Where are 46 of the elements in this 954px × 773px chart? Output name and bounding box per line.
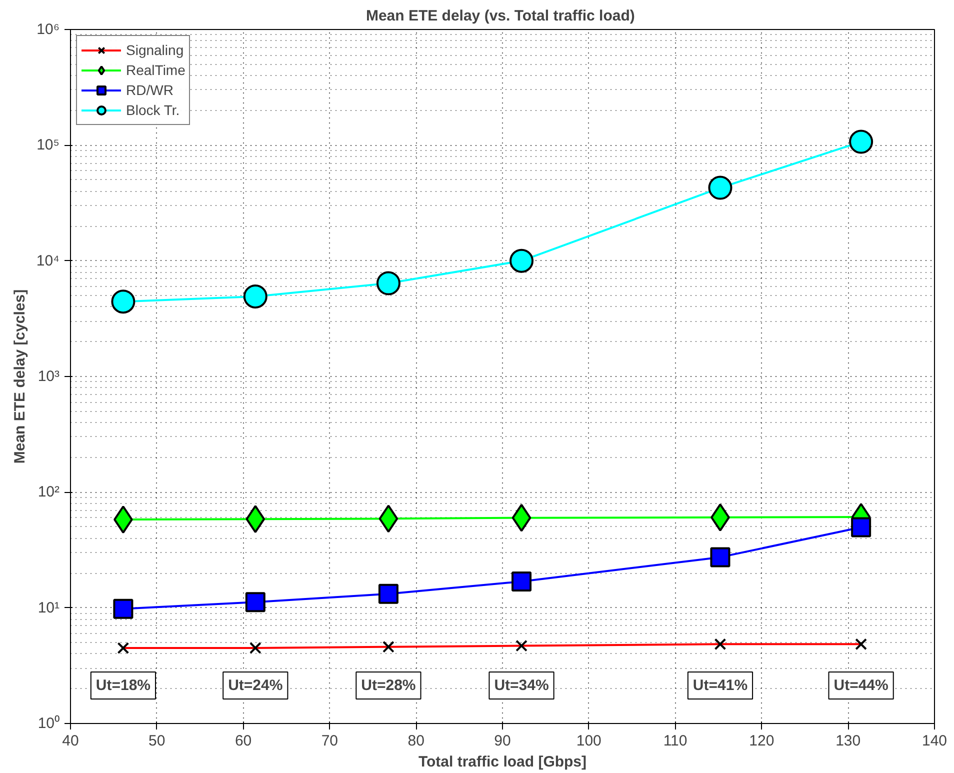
- x-tick-label: 60: [234, 732, 252, 750]
- x-tick-label: 100: [576, 732, 602, 750]
- annotation: Ut=24%: [228, 677, 283, 694]
- x-tick-label: 120: [749, 732, 774, 750]
- point: [113, 598, 134, 619]
- x-tick-label: 130: [836, 732, 861, 750]
- point: [378, 584, 398, 604]
- x-tick-label: 90: [494, 732, 511, 750]
- y-tick-label: 10¹: [38, 599, 60, 616]
- legend-label: RD/WR: [126, 82, 174, 98]
- point: [111, 290, 136, 314]
- annotation: Ut=18%: [96, 677, 151, 694]
- legend-label: Signaling: [126, 42, 184, 58]
- y-tick-label: 10³: [38, 368, 60, 385]
- y-tick-label: 10⁵: [36, 136, 60, 154]
- point: [245, 592, 266, 612]
- y-tick-label: 10⁴: [36, 252, 60, 270]
- annotation: Ut=41%: [692, 677, 748, 694]
- x-tick-label: 40: [62, 732, 79, 750]
- y-tick-label: 10⁰: [38, 715, 60, 732]
- x-tick-label: 140: [922, 732, 948, 750]
- point: [708, 176, 732, 200]
- annotation: Ut=34%: [494, 677, 549, 694]
- y-tick-label: 10²: [38, 484, 60, 501]
- x-tick-label: 110: [663, 732, 688, 750]
- point: [512, 571, 532, 592]
- point: [510, 248, 534, 273]
- y-tick-label: 10⁶: [36, 21, 60, 38]
- point: [243, 284, 268, 308]
- point: [376, 271, 400, 296]
- point: [378, 504, 398, 533]
- legend-label: RealTime: [126, 62, 186, 78]
- legend-label: Block Tr.: [126, 102, 180, 118]
- x-tick-label: 70: [321, 732, 338, 750]
- annotation: Ut=44%: [834, 677, 888, 694]
- point: [246, 505, 266, 534]
- y-axis-title: Mean ETE delay [cycles]: [11, 289, 28, 464]
- x-tick-label: 50: [148, 732, 166, 750]
- point: [512, 504, 532, 532]
- point: [710, 547, 730, 568]
- annotation: Ut=28%: [361, 677, 416, 694]
- point: [849, 130, 874, 154]
- x-axis-title: Total traffic load [Gbps]: [418, 754, 587, 770]
- chart-title: Mean ETE delay (vs. Total traffic load): [366, 8, 635, 24]
- x-tick-label: 80: [408, 732, 424, 750]
- point: [851, 517, 872, 538]
